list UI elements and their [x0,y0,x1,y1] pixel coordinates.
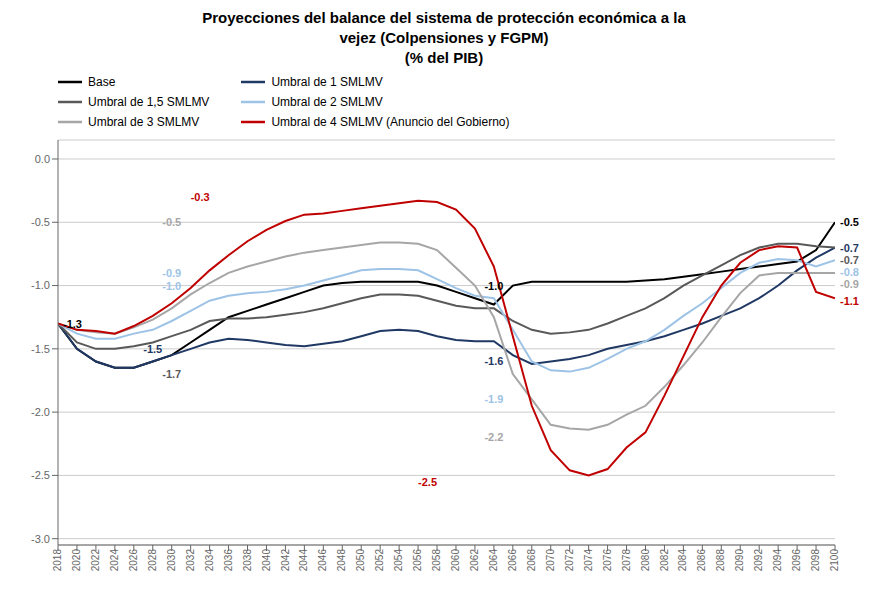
html-text:Umbral de 1,5 SMLMV: Umbral de 1,5 SMLMV [88,95,210,109]
svg-text:2096: 2096 [791,549,802,572]
svg-text:2092: 2092 [753,549,764,572]
svg-text:2024: 2024 [109,549,120,572]
svg-text:2094: 2094 [772,549,783,572]
svg-text:2086: 2086 [696,549,707,572]
svg-text:2054: 2054 [393,549,404,572]
svg-text:2030: 2030 [166,549,177,572]
svg-text:2078: 2078 [621,549,632,572]
html-text:Umbral de 4 SMLMV (Anuncio del: Umbral de 4 SMLMV (Anuncio del Gobierno) [271,115,510,129]
svg-text:2064: 2064 [488,549,499,572]
svg-text:-0.7: -0.7 [840,254,859,266]
svg-text:2066: 2066 [507,549,518,572]
html-text:Base: Base [88,75,116,89]
svg-text:2046: 2046 [317,549,328,572]
svg-text:-2.5: -2.5 [418,476,437,488]
html-text:Umbral de 2 SMLMV: Umbral de 2 SMLMV [271,95,383,109]
svg-text:-1.7: -1.7 [162,368,181,380]
svg-text:2062: 2062 [469,549,480,572]
svg-text:-1.5: -1.5 [31,343,50,355]
svg-text:-1.0: -1.0 [31,279,50,291]
svg-text:2082: 2082 [659,549,670,572]
svg-text:2036: 2036 [223,549,234,572]
svg-text:-1.6: -1.6 [484,355,503,367]
svg-text:2044: 2044 [298,549,309,572]
svg-text:2020: 2020 [71,549,82,572]
svg-text:2018: 2018 [52,549,63,572]
svg-text:2072: 2072 [564,549,575,572]
svg-text:-2.0: -2.0 [31,406,50,418]
svg-text:-0.5: -0.5 [840,216,859,228]
svg-text:-2.2: -2.2 [484,431,503,443]
svg-text:2084: 2084 [677,549,688,572]
html-text:Umbral de 3 SMLMV: Umbral de 3 SMLMV [88,115,200,129]
svg-text:-0.8: -0.8 [840,266,859,278]
svg-text:2048: 2048 [336,549,347,572]
svg-text:2088: 2088 [715,549,726,572]
svg-text:-1.1: -1.1 [840,295,859,307]
svg-text:-0.7: -0.7 [840,242,859,254]
svg-text:2060: 2060 [450,549,461,572]
svg-text:-1.3: -1.3 [63,318,82,330]
svg-text:-0.5: -0.5 [162,216,181,228]
svg-text:2034: 2034 [204,549,215,572]
svg-text:2022: 2022 [90,549,101,572]
svg-text:-0.5: -0.5 [31,216,50,228]
svg-text:2090: 2090 [734,549,745,572]
svg-text:-3.0: -3.0 [31,533,50,545]
svg-text:2040: 2040 [261,549,272,572]
svg-text:2098: 2098 [810,549,821,572]
svg-text:0.0: 0.0 [35,153,50,165]
svg-text:2042: 2042 [280,549,291,572]
svg-text:-1.0: -1.0 [162,280,181,292]
svg-text:2070: 2070 [545,549,556,572]
svg-text:2076: 2076 [602,549,613,572]
svg-text:-0.9: -0.9 [162,267,181,279]
svg-text:2068: 2068 [526,549,537,572]
svg-text:2026: 2026 [128,549,139,572]
svg-text:2056: 2056 [412,549,423,572]
svg-text:2058: 2058 [431,549,442,572]
svg-text:2074: 2074 [583,549,594,572]
svg-text:2052: 2052 [374,549,385,572]
svg-text:2032: 2032 [185,549,196,572]
svg-text:2080: 2080 [640,549,651,572]
svg-text:-0.3: -0.3 [191,191,210,203]
svg-text:2038: 2038 [242,549,253,572]
svg-text:2050: 2050 [355,549,366,572]
svg-text:-0.9: -0.9 [840,278,859,290]
svg-text:-1.9: -1.9 [484,393,503,405]
html-text:Umbral de 1 SMLMV: Umbral de 1 SMLMV [271,75,383,89]
svg-text:-1.5: -1.5 [143,343,162,355]
svg-text:2100: 2100 [829,549,840,572]
svg-text:-1.0: -1.0 [484,280,503,292]
html-text:Proyecciones del balance del s: Proyecciones del balance del sistema de … [202,9,686,66]
svg-text:2028: 2028 [147,549,158,572]
svg-text:-2.5: -2.5 [31,469,50,481]
